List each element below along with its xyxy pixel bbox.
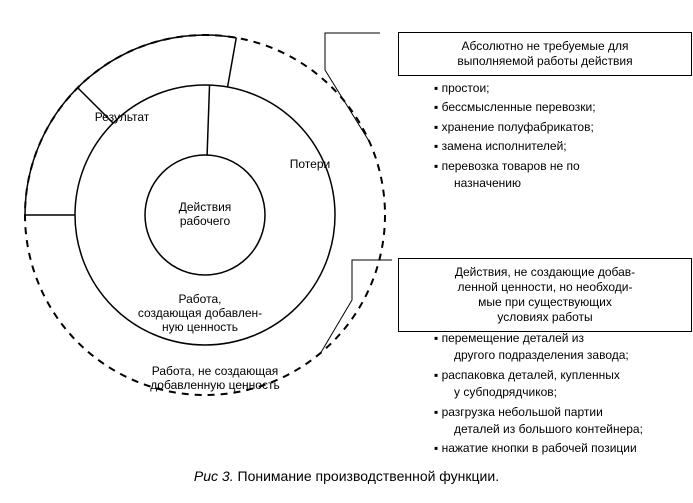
callout-bottom-box: Действия, не создающие добав-ленной ценн… — [398, 258, 692, 332]
callout-list-item: ▪ простои; — [434, 80, 680, 97]
diagram-root: { "canvas": { "width": 693, "height": 50… — [0, 0, 693, 503]
callout-list-item: ▪ перемещение деталей из другого подразд… — [434, 330, 680, 365]
callout-top-list: ▪ простои; ▪ бессмысленные перевозки; ▪ хр… — [420, 80, 680, 194]
callout-list-item: ▪ распаковка деталей, купленных у субпод… — [434, 367, 680, 402]
callout-list-item: ▪ бессмысленные перевозки; — [434, 99, 680, 116]
label-work-no-value: Работа, не создающаядобавленную ценность — [115, 365, 315, 393]
label-work-value: Работа,создающая добавлен-ную ценность — [110, 293, 290, 334]
callout-top-box: Абсолютно не требуемые длявыполняемой ра… — [398, 32, 692, 76]
label-result: Результат — [62, 111, 182, 125]
callout-list-item: ▪ разгрузка небольшой партии деталей из … — [434, 404, 680, 439]
label-center: Действиярабочего — [145, 201, 265, 229]
callout-bottom-list: ▪ перемещение деталей из другого подразд… — [420, 330, 680, 460]
callout-list-item: ▪ нажатие кнопки в рабочей позиции — [434, 440, 680, 457]
label-losses: Потери — [260, 158, 360, 172]
callout-list-item: ▪ хранение полуфабрикатов; — [434, 119, 680, 136]
callout-list-item: ▪ перевозка товаров не по назначению — [434, 158, 680, 193]
figure-caption: Рис 3. Понимание производственной функци… — [0, 468, 693, 484]
callout-list-item: ▪ замена исполнителей; — [434, 138, 680, 155]
